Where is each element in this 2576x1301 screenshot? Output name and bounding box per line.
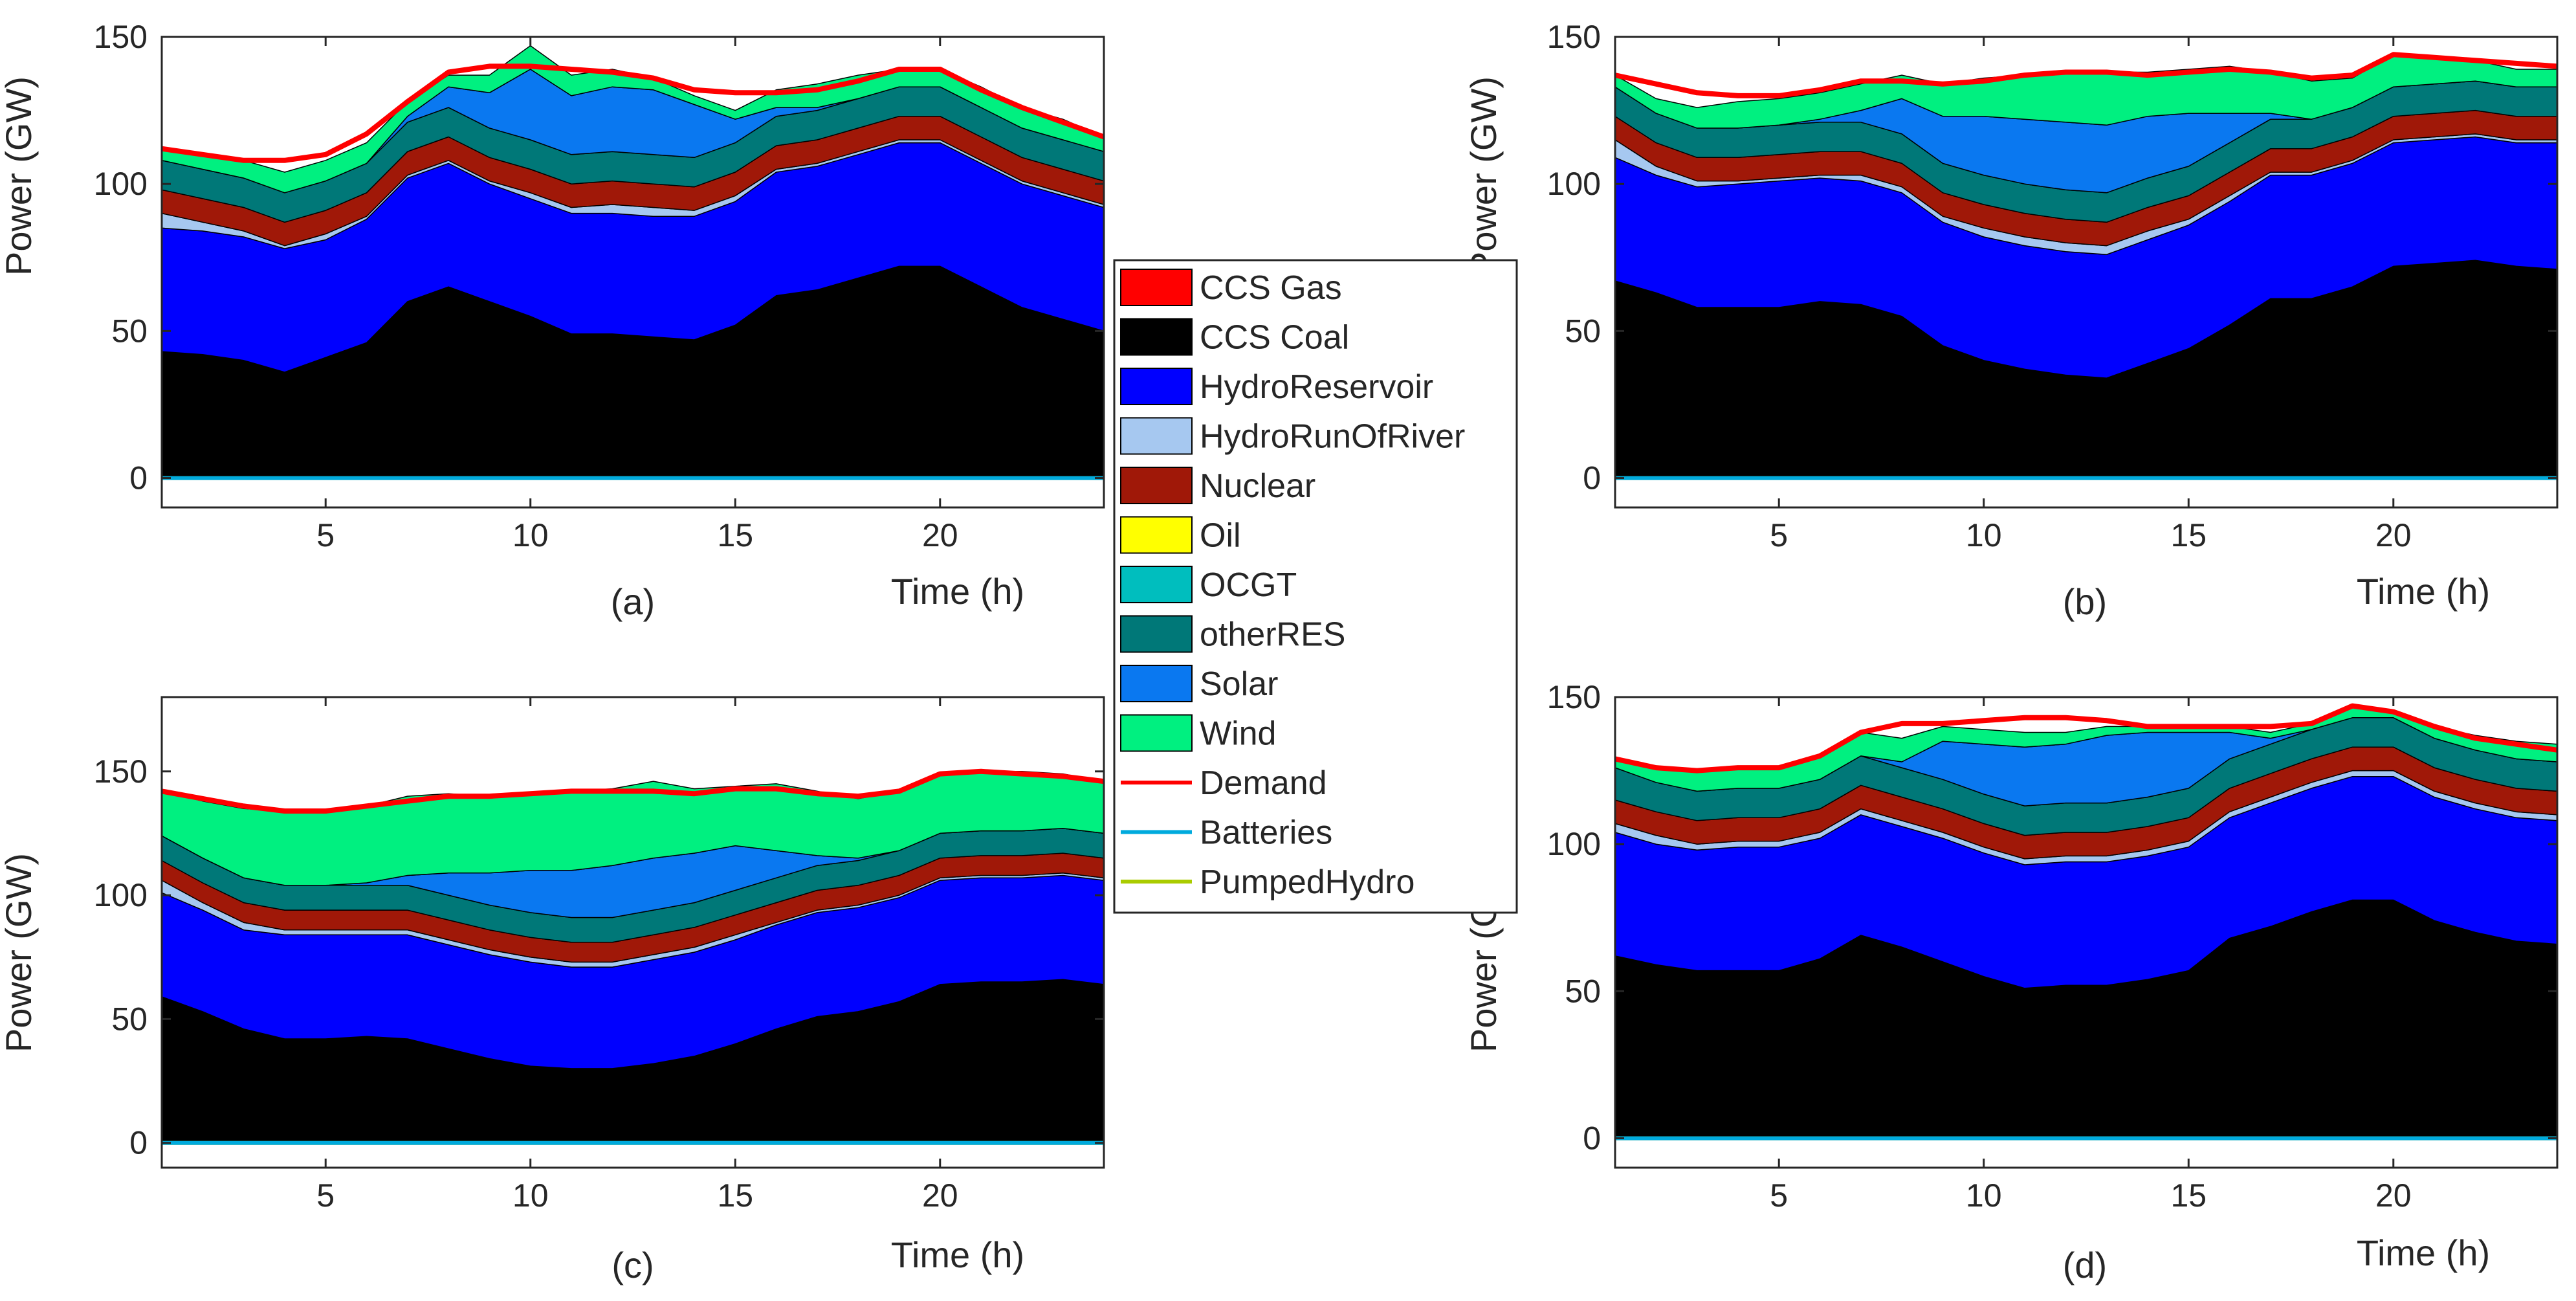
panel-c-label: (c): [611, 1245, 654, 1285]
legend-label-pumpedhydro: PumpedHydro: [1200, 863, 1415, 901]
legend-swatch-hydroreservoir: [1120, 368, 1193, 405]
legend-label-ccs-gas: CCS Gas: [1200, 269, 1342, 307]
panel-d-area-wind: [1615, 705, 2557, 792]
panel-a-xtick-label: 15: [717, 517, 753, 553]
panel-d-ytick-label: 50: [1565, 973, 1601, 1009]
panel-a-ytick-label: 150: [94, 19, 148, 55]
panel-b-xtick-label: 20: [2375, 517, 2412, 553]
legend-label-solar: Solar: [1200, 665, 1278, 703]
legend-label-hydrorunofriver: HydroRunOfRiver: [1200, 418, 1465, 456]
panel-b-xtick-label: 10: [1966, 517, 2002, 553]
panel-d-xtick-label: 15: [2170, 1177, 2207, 1214]
panel-a: 0 50 100 150 5 10 15 20 Power (GW) Time (h) (a): [0, 19, 1105, 622]
panel-a-axes-frame: [160, 36, 1105, 509]
legend-swatch-ccs-coal: [1120, 318, 1193, 356]
panel-c-xtick-label: 15: [717, 1177, 753, 1214]
panel-d-xlabel: Time (h): [2357, 1232, 2490, 1273]
panel-d-xtick-label: 5: [1770, 1177, 1788, 1214]
panel-c-xtick-label: 10: [512, 1177, 549, 1214]
panel-c-ytick-label: 50: [111, 1001, 148, 1037]
panel-d-xtick-label: 10: [1966, 1177, 2002, 1214]
panel-c-ytick-label: 100: [94, 877, 148, 913]
panel-b-xtick-label: 15: [2170, 517, 2207, 553]
panel-c-line-demand: [162, 768, 1104, 814]
panel-b-xlabel: Time (h): [2357, 571, 2490, 612]
panel-c-ylabel: Power (GW): [0, 853, 39, 1052]
panel-b-area-wind: [1615, 54, 2557, 129]
panel-c-series-layer: [162, 768, 1104, 1145]
panel-d-ytick-label: 100: [1547, 826, 1601, 862]
panel-a-label: (a): [611, 581, 655, 622]
panel-d-line-demand: [1615, 703, 2557, 773]
panel-c-axes-frame: [160, 696, 1105, 1169]
panel-a-xtick-label: 10: [512, 517, 549, 553]
panel-a-plot-area: 0 50 100 150 5 10 15 20: [94, 19, 1105, 553]
panel-b-series-layer: [1615, 52, 2557, 480]
panel-d-ytick-label: 0: [1583, 1120, 1601, 1157]
panel-a-ytick-label: 100: [94, 166, 148, 202]
panel-c-xtick-label: 20: [922, 1177, 958, 1214]
panel-b-axes-frame: [1614, 36, 2559, 509]
legend-label-demand: Demand: [1200, 764, 1327, 802]
panel-b-ylabel: Power (GW): [1463, 76, 1504, 276]
legend: CCS Gas CCS Coal HydroReservoir HydroRunOfR…: [1113, 259, 1518, 914]
panel-c-plot-area: 0 50 100 150 5 10 15 20: [94, 696, 1105, 1214]
legend-label-oil: Oil: [1200, 517, 1241, 555]
panel-a-line-demand: [162, 63, 1104, 163]
panel-b-label: (b): [2063, 581, 2107, 622]
panel-b-plot-area: 0 50 100 150 5 10 15 20: [1547, 19, 2559, 553]
panel-c-ytick-label: 150: [94, 753, 148, 790]
legend-swatch-ccs-gas: [1120, 269, 1193, 306]
panel-d-label: (d): [2063, 1245, 2107, 1285]
legend-swatch-nuclear: [1120, 467, 1193, 504]
panel-b-ytick-label: 0: [1583, 460, 1601, 496]
panel-d-ytick-label: 150: [1547, 679, 1601, 715]
legend-label-otherres: otherRES: [1200, 616, 1345, 654]
panel-c: 0 50 100 150 5 10 15 20 Power (GW) Time (h) (c): [0, 696, 1105, 1285]
panel-b-xtick-label: 5: [1770, 517, 1788, 553]
legend-swatch-solar: [1120, 665, 1193, 702]
panel-d-series-layer: [1615, 703, 2557, 1140]
legend-swatch-hydrorunofriver: [1120, 417, 1193, 455]
panel-a-ytick-label: 0: [129, 460, 148, 496]
legend-swatch-ocgt: [1120, 566, 1193, 603]
legend-items: CCS Gas CCS Coal HydroReservoir HydroRunOfR…: [1120, 269, 1465, 901]
panel-a-xtick-label: 5: [316, 517, 335, 553]
panel-b-line-demand: [1615, 52, 2557, 98]
panel-b-ytick-label: 150: [1547, 19, 1601, 55]
panel-b-ytick-label: 50: [1565, 313, 1601, 349]
panel-a-ylabel: Power (GW): [0, 76, 39, 276]
legend-swatch-otherres: [1120, 615, 1193, 653]
legend-swatch-oil: [1120, 516, 1193, 554]
panel-b-ytick-label: 100: [1547, 166, 1601, 202]
panel-c-xtick-label: 5: [316, 1177, 335, 1214]
panel-b: 0 50 100 150 5 10 15 20 Power (GW) Time (h) (b): [1463, 19, 2559, 622]
legend-swatch-wind: [1120, 714, 1193, 752]
panel-a-series-layer: [162, 45, 1104, 480]
panel-c-ytick-label: 0: [129, 1125, 148, 1161]
legend-label-hydroreservoir: HydroReservoir: [1200, 368, 1433, 406]
legend-label-wind: Wind: [1200, 715, 1276, 753]
legend-label-nuclear: Nuclear: [1200, 467, 1316, 505]
panel-a-ytick-label: 50: [111, 313, 148, 349]
panel-c-xlabel: Time (h): [891, 1234, 1024, 1275]
legend-label-ocgt: OCGT: [1200, 566, 1297, 604]
panel-d-axes-frame: [1614, 696, 2559, 1169]
panel-d-xtick-label: 20: [2375, 1177, 2412, 1214]
panel-a-xlabel: Time (h): [891, 571, 1024, 612]
panel-a-xtick-label: 20: [922, 517, 958, 553]
legend-label-batteries: Batteries: [1200, 814, 1332, 852]
legend-label-ccs-coal: CCS Coal: [1200, 319, 1349, 357]
panel-d-plot-area: 0 50 100 150 5 10 15 20: [1547, 679, 2559, 1214]
